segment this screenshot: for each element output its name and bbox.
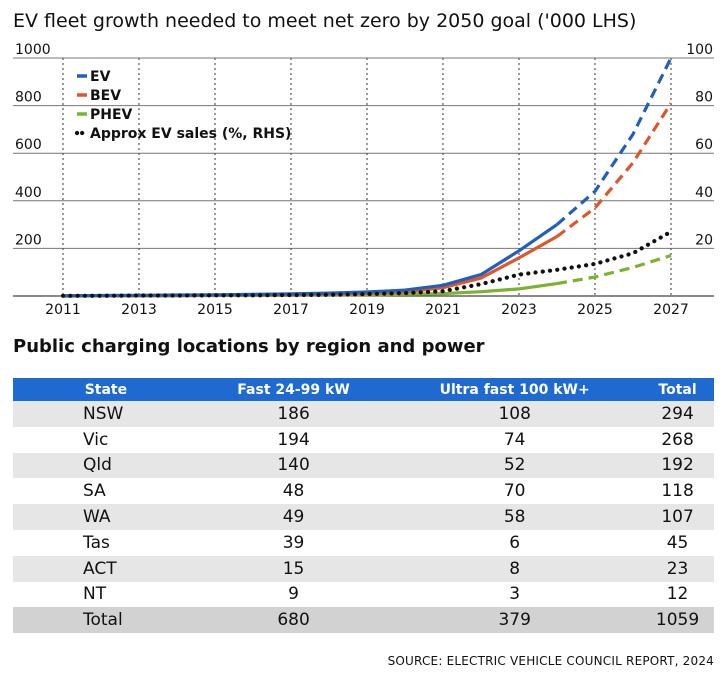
cell-state: Total [13,607,199,634]
cell-ultra: 379 [388,607,642,634]
x-tick-label: 2021 [425,302,461,318]
cell-fast: 140 [198,452,389,479]
table-header-row: State Fast 24-99 kW Ultra fast 100 kW+ T… [13,378,714,401]
cell-state: Vic [13,426,199,453]
x-axis-tick-labels: 2011 2013 2015 2017 2019 2021 2023 2025 2027 [45,302,689,318]
x-tick-label: 2017 [273,302,309,318]
cell-fast: 15 [198,555,389,582]
header-ultra-fast: Ultra fast 100 kW+ [388,378,642,401]
legend-label: EV [90,69,111,85]
cell-state: NSW [13,401,199,427]
cell-ultra: 74 [388,426,642,453]
chart-title: EV fleet growth needed to meet net zero … [13,10,637,32]
cell-ultra: 3 [388,581,642,608]
right-axis-tick-labels: 20 40 60 80 100 [686,42,713,248]
y-right-tick-label: 20 [695,232,713,248]
table-title: Public charging locations by region and … [13,336,485,357]
cell-ultra: 70 [388,478,642,505]
series-line-phev-projection [556,253,672,286]
y-left-tick-label: 800 [15,90,42,106]
table-row: Tas 39 6 45 [13,529,714,556]
source-note: SOURCE: ELECTRIC VEHICLE COUNCIL REPORT,… [387,654,714,668]
cell-fast: 48 [198,478,389,505]
y-left-tick-label: 600 [15,137,42,153]
cell-state: WA [13,504,199,530]
x-tick-label: 2023 [501,302,537,318]
series-line-bev-projection [556,102,673,238]
cell-ultra: 58 [388,504,642,530]
table-total-row: Total 680 379 1059 [13,607,714,634]
table-row: WA 49 58 107 [13,504,714,530]
cell-total: 107 [641,504,714,530]
series-lines [60,57,674,298]
cell-fast: 9 [198,581,389,608]
x-tick-label: 2019 [349,302,385,318]
cell-fast: 49 [198,504,389,530]
cell-state: Tas [13,529,199,556]
cell-total: 1059 [641,607,714,634]
cell-total: 45 [641,529,714,556]
cell-ultra: 108 [388,401,642,427]
y-left-tick-label: 1000 [15,42,51,58]
cell-state: NT [13,581,199,608]
x-tick-label: 2015 [197,302,233,318]
vertical-gridlines [62,58,672,296]
legend: EV BEV PHEV Approx EV sales (%, RHS) [74,69,291,142]
legend-label: Approx EV sales (%, RHS) [90,126,291,142]
cell-total: 118 [641,478,714,505]
series-line-bev [62,235,558,298]
legend-label: PHEV [90,107,133,123]
table-row: NT 9 3 12 [13,581,714,608]
header-state: State [13,378,199,401]
y-right-tick-label: 80 [695,90,713,106]
charging-locations-table: State Fast 24-99 kW Ultra fast 100 kW+ T… [13,378,714,634]
cell-ultra: 52 [388,452,642,479]
y-left-tick-label: 400 [15,185,42,201]
table-row: Qld 140 52 192 [13,452,714,479]
series-line-ev-sales [60,229,674,298]
cell-state: ACT [13,555,199,582]
left-axis-tick-labels: 200 400 600 800 1000 [15,42,51,248]
cell-total: 192 [641,452,714,479]
header-fast: Fast 24-99 kW [198,378,389,401]
cell-state: SA [13,478,199,505]
table-row: NSW 186 108 294 [13,401,714,427]
x-tick-label: 2025 [577,302,613,318]
x-tick-label: 2011 [45,302,81,318]
y-right-tick-label: 100 [686,42,713,58]
header-total: Total [641,378,714,401]
table-row: SA 48 70 118 [13,478,714,505]
legend-label: BEV [90,88,121,104]
cell-state: Qld [13,452,199,479]
cell-ultra: 8 [388,555,642,582]
table-row: ACT 15 8 23 [13,555,714,582]
y-right-tick-label: 40 [695,185,713,201]
x-tick-label: 2013 [121,302,157,318]
cell-total: 23 [641,555,714,582]
cell-fast: 194 [198,426,389,453]
y-right-tick-label: 60 [695,137,713,153]
cell-total: 294 [641,401,714,427]
series-line-ev-projection [555,57,673,226]
cell-total: 268 [641,426,714,453]
y-left-tick-label: 200 [15,232,42,248]
cell-total: 12 [641,581,714,608]
table-row: Vic 194 74 268 [13,426,714,453]
cell-fast: 39 [198,529,389,556]
x-tick-label: 2027 [653,302,689,318]
series-line-ev [62,223,558,298]
cell-fast: 186 [198,401,389,427]
cell-fast: 680 [198,607,389,634]
cell-ultra: 6 [388,529,642,556]
